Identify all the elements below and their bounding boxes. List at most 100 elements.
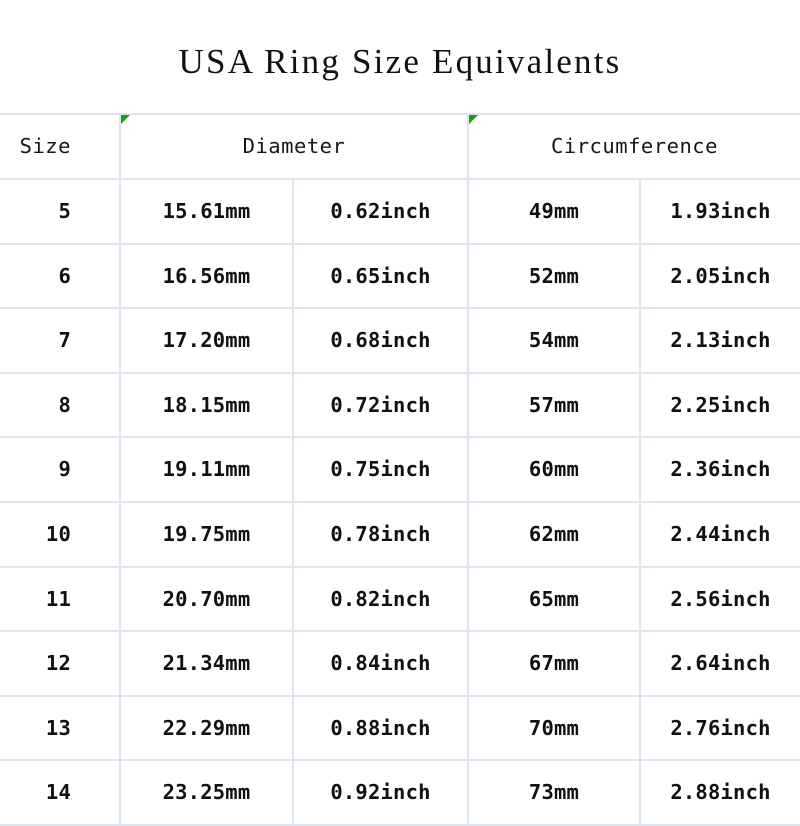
cell-diameter-inch: 0.75inch xyxy=(292,436,469,503)
ring-size-table: Size Diameter Circumference 5 15.61mm 0.6 xyxy=(0,113,800,826)
header-cell-size: Size xyxy=(0,113,121,180)
cell-circumference-mm-value: 67mm xyxy=(528,651,580,676)
table-row: 5 15.61mm 0.62inch 49mm 1.93inch xyxy=(0,178,800,245)
cell-size-value: 9 xyxy=(58,457,71,482)
cell-circumference-mm: 52mm xyxy=(467,242,641,310)
cell-circumference-mm-value: 52mm xyxy=(528,263,580,288)
cell-size: 9 xyxy=(0,436,121,503)
table-row: 14 23.25mm 0.92inch 73mm 2.88inch xyxy=(0,759,800,826)
cell-diameter-inch-value: 0.82inch xyxy=(330,586,431,611)
cell-size: 13 xyxy=(0,694,121,762)
page-title: USA Ring Size Equivalents xyxy=(178,42,622,81)
cell-circumference-mm-value: 60mm xyxy=(528,457,580,482)
cell-diameter-inch: 0.88inch xyxy=(292,694,469,762)
table-row: 6 16.56mm 0.65inch 52mm 2.05inch xyxy=(0,242,800,310)
cell-size-value: 10 xyxy=(45,522,71,547)
cell-circumference-mm: 73mm xyxy=(467,759,641,826)
cell-diameter-mm-value: 15.61mm xyxy=(162,199,251,224)
cell-diameter-mm: 21.34mm xyxy=(119,630,294,697)
cell-diameter-inch-value: 0.62inch xyxy=(330,199,431,224)
cell-size-value: 8 xyxy=(58,392,71,417)
cell-diameter-inch-value: 0.65inch xyxy=(330,263,431,288)
cell-diameter-mm: 22.29mm xyxy=(119,694,294,762)
table-row: 12 21.34mm 0.84inch 67mm 2.64inch xyxy=(0,630,800,697)
cell-diameter-inch: 0.84inch xyxy=(292,630,469,697)
cell-diameter-inch: 0.82inch xyxy=(292,565,469,633)
cell-diameter-inch: 0.72inch xyxy=(292,371,469,439)
cell-circumference-inch-value: 2.56inch xyxy=(670,586,771,611)
cell-size-value: 5 xyxy=(58,199,71,224)
table-row: 13 22.29mm 0.88inch 70mm 2.76inch xyxy=(0,694,800,762)
cell-circumference-inch-value: 2.64inch xyxy=(670,651,771,676)
cell-circumference-mm-value: 62mm xyxy=(528,522,580,547)
cell-diameter-mm: 19.11mm xyxy=(119,436,294,503)
cell-size-value: 7 xyxy=(58,328,71,353)
cell-circumference-inch: 2.13inch xyxy=(638,307,800,374)
cell-diameter-mm-value: 17.20mm xyxy=(162,328,251,353)
cell-size: 6 xyxy=(0,242,121,310)
cell-diameter-inch-value: 0.72inch xyxy=(330,392,431,417)
cell-diameter-inch-value: 0.92inch xyxy=(330,780,431,805)
cell-diameter-mm-value: 23.25mm xyxy=(162,780,251,805)
header-label-circumference: Circumference xyxy=(551,134,718,159)
cell-diameter-inch: 0.68inch xyxy=(292,307,469,374)
table-row: 10 19.75mm 0.78inch 62mm 2.44inch xyxy=(0,500,800,568)
cell-circumference-mm: 57mm xyxy=(467,371,641,439)
cell-diameter-mm-value: 22.29mm xyxy=(162,715,251,740)
cell-circumference-inch: 2.56inch xyxy=(638,565,800,633)
cell-diameter-inch: 0.78inch xyxy=(292,500,469,568)
header-label-diameter: Diameter xyxy=(242,134,346,159)
cell-circumference-inch: 2.05inch xyxy=(638,242,800,310)
cell-diameter-mm-value: 19.75mm xyxy=(162,522,251,547)
cell-diameter-mm: 17.20mm xyxy=(119,307,294,374)
cell-diameter-mm-value: 19.11mm xyxy=(162,457,251,482)
cell-circumference-mm: 62mm xyxy=(467,500,641,568)
cell-circumference-mm: 60mm xyxy=(467,436,641,503)
cell-size: 11 xyxy=(0,565,121,633)
cell-size: 8 xyxy=(0,371,121,439)
header-label-size: Size xyxy=(19,134,71,159)
cell-size-value: 12 xyxy=(45,651,71,676)
cell-diameter-mm-value: 16.56mm xyxy=(162,263,251,288)
cell-diameter-mm-value: 18.15mm xyxy=(162,392,251,417)
cell-diameter-mm-value: 20.70mm xyxy=(162,586,251,611)
cell-circumference-inch-value: 2.05inch xyxy=(670,263,771,288)
cell-diameter-inch-value: 0.84inch xyxy=(330,651,431,676)
cell-circumference-inch-value: 1.93inch xyxy=(670,199,771,224)
cell-circumference-mm: 67mm xyxy=(467,630,641,697)
cell-circumference-inch: 2.44inch xyxy=(638,500,800,568)
cell-circumference-mm-value: 70mm xyxy=(528,715,580,740)
cell-circumference-inch: 1.93inch xyxy=(638,178,800,245)
cell-circumference-mm-value: 54mm xyxy=(528,328,580,353)
comment-indicator-icon xyxy=(121,115,130,124)
cell-circumference-inch-value: 2.13inch xyxy=(670,328,771,353)
cell-size-value: 11 xyxy=(45,586,71,611)
cell-diameter-mm: 19.75mm xyxy=(119,500,294,568)
cell-size-value: 14 xyxy=(45,780,71,805)
cell-circumference-mm: 54mm xyxy=(467,307,641,374)
cell-circumference-mm-value: 65mm xyxy=(528,586,580,611)
table-row: 8 18.15mm 0.72inch 57mm 2.25inch xyxy=(0,371,800,439)
cell-size: 5 xyxy=(0,178,121,245)
cell-circumference-inch: 2.76inch xyxy=(638,694,800,762)
header-cell-diameter: Diameter xyxy=(119,113,469,180)
cell-circumference-mm-value: 49mm xyxy=(528,199,580,224)
comment-indicator-icon xyxy=(469,115,478,124)
table-row: 7 17.20mm 0.68inch 54mm 2.13inch xyxy=(0,307,800,374)
cell-diameter-mm: 16.56mm xyxy=(119,242,294,310)
table-header-row: Size Diameter Circumference xyxy=(0,113,800,180)
cell-diameter-mm: 18.15mm xyxy=(119,371,294,439)
cell-size: 10 xyxy=(0,500,121,568)
cell-diameter-inch-value: 0.75inch xyxy=(330,457,431,482)
cell-size-value: 6 xyxy=(58,263,71,288)
cell-diameter-mm-value: 21.34mm xyxy=(162,651,251,676)
table-row: 9 19.11mm 0.75inch 60mm 2.36inch xyxy=(0,436,800,503)
cell-diameter-inch: 0.92inch xyxy=(292,759,469,826)
table-body: Size Diameter Circumference 5 15.61mm 0.6 xyxy=(0,113,800,826)
cell-circumference-mm-value: 57mm xyxy=(528,392,580,417)
cell-size-value: 13 xyxy=(45,715,71,740)
table-row: 11 20.70mm 0.82inch 65mm 2.56inch xyxy=(0,565,800,633)
cell-diameter-inch: 0.62inch xyxy=(292,178,469,245)
cell-circumference-inch: 2.88inch xyxy=(638,759,800,826)
cell-diameter-inch-value: 0.68inch xyxy=(330,328,431,353)
